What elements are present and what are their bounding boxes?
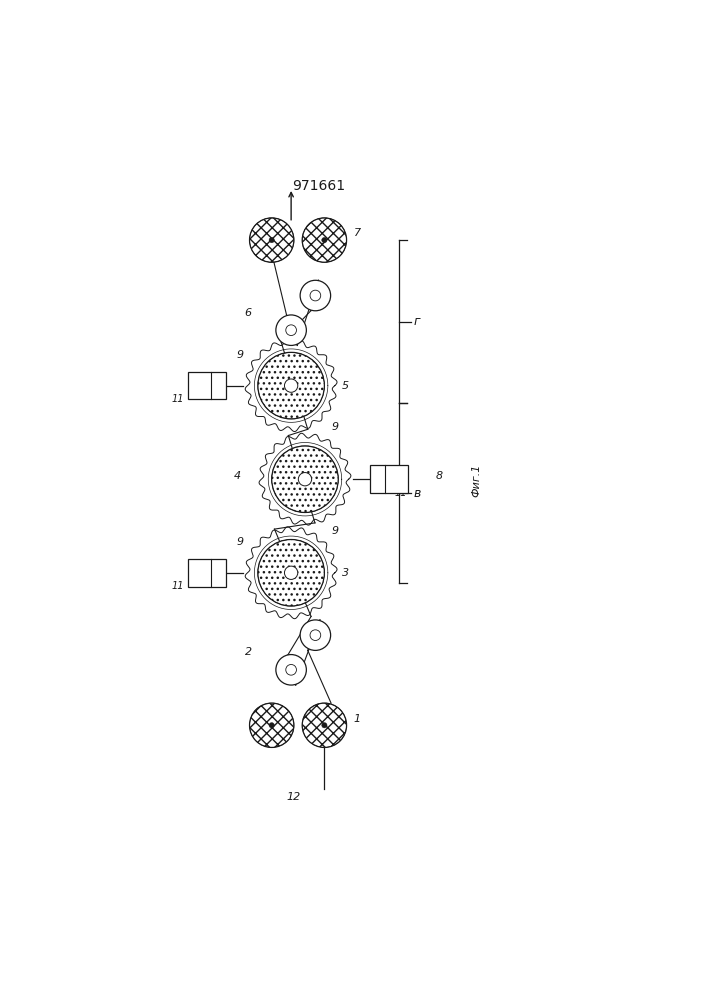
Circle shape <box>322 237 327 243</box>
Bar <box>188 559 226 587</box>
Text: 12: 12 <box>286 792 300 802</box>
Bar <box>188 372 226 399</box>
Circle shape <box>269 237 274 243</box>
Circle shape <box>300 620 331 650</box>
Circle shape <box>269 723 274 728</box>
Bar <box>370 465 408 493</box>
Text: 7: 7 <box>354 228 361 238</box>
Circle shape <box>271 446 338 512</box>
Text: 11: 11 <box>172 394 185 404</box>
Circle shape <box>284 379 298 392</box>
Text: 9: 9 <box>237 350 244 360</box>
Circle shape <box>250 703 294 747</box>
Circle shape <box>322 723 327 728</box>
Circle shape <box>298 473 312 486</box>
Text: г: г <box>414 315 421 328</box>
Text: 2: 2 <box>245 647 252 657</box>
Text: Фиг.1: Фиг.1 <box>472 464 481 497</box>
Circle shape <box>302 703 346 747</box>
Circle shape <box>276 655 306 685</box>
Circle shape <box>284 566 298 579</box>
Circle shape <box>302 218 346 262</box>
Text: 3: 3 <box>341 568 349 578</box>
Text: в: в <box>414 487 421 500</box>
Text: 4: 4 <box>233 471 240 481</box>
Text: 9: 9 <box>237 537 244 547</box>
Text: 8: 8 <box>436 471 443 481</box>
Text: 9: 9 <box>331 526 339 536</box>
Text: 6: 6 <box>245 308 252 318</box>
Circle shape <box>258 352 325 419</box>
Text: 971661: 971661 <box>292 179 346 193</box>
Text: 5: 5 <box>341 381 349 391</box>
Circle shape <box>300 280 331 311</box>
Text: 9: 9 <box>331 422 339 432</box>
Circle shape <box>276 315 306 345</box>
Circle shape <box>258 540 325 606</box>
Text: 11: 11 <box>172 581 185 591</box>
Circle shape <box>250 218 294 262</box>
Text: 11: 11 <box>395 488 407 498</box>
Text: 1: 1 <box>354 714 361 724</box>
